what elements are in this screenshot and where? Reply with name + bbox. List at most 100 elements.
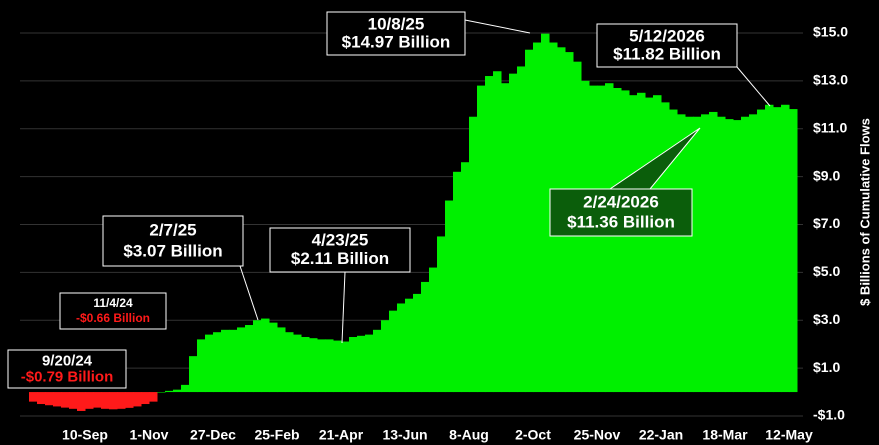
bar <box>341 341 350 393</box>
x-tick-label: 27-Dec <box>190 427 236 443</box>
bar <box>765 104 774 393</box>
bar <box>157 392 166 393</box>
bar <box>613 88 622 393</box>
bar <box>253 320 262 393</box>
bar <box>757 109 766 393</box>
bar <box>693 116 702 393</box>
y-tick-label: $15.0 <box>813 24 848 40</box>
bar <box>701 114 710 393</box>
bar <box>109 392 118 410</box>
bar <box>317 339 326 393</box>
bar <box>141 392 150 405</box>
y-tick-label: $11.0 <box>813 119 847 135</box>
bar <box>325 339 334 393</box>
annotation-date: 9/20/24 <box>42 352 93 369</box>
x-tick-label: 2-Oct <box>515 427 551 443</box>
bar <box>173 389 182 393</box>
bar <box>285 332 294 393</box>
bar <box>445 200 454 393</box>
bar <box>605 83 614 393</box>
bar <box>333 340 342 393</box>
bar <box>629 95 638 393</box>
bar <box>101 392 110 409</box>
bar <box>741 116 750 393</box>
bar <box>237 327 246 393</box>
bar <box>669 109 678 393</box>
annotation-value: $3.07 Billion <box>123 241 222 260</box>
bar <box>205 334 214 393</box>
annotation-pointer <box>239 265 259 321</box>
bar <box>309 338 318 393</box>
bar <box>165 390 174 393</box>
bar <box>29 392 38 402</box>
bar <box>661 102 670 393</box>
bar <box>525 49 534 393</box>
bar <box>437 236 446 393</box>
bar <box>389 310 398 393</box>
bar <box>357 335 366 393</box>
annotation-date: 2/7/25 <box>149 220 196 239</box>
x-tick-label: 13-Jun <box>382 427 427 443</box>
x-tick-label: 21-Apr <box>319 427 364 443</box>
bar <box>485 76 494 393</box>
annotation-box <box>102 215 244 267</box>
bar <box>133 392 142 407</box>
bar <box>781 104 790 393</box>
annotation-value: $14.97 Billion <box>342 32 451 51</box>
bar <box>149 392 158 402</box>
annotation-box <box>59 292 167 330</box>
annotation-value: $11.36 Billion <box>567 212 675 231</box>
bar <box>85 392 94 409</box>
bar <box>229 329 238 393</box>
bar <box>749 114 758 393</box>
bar <box>373 329 382 393</box>
bar <box>77 392 86 411</box>
bar <box>597 85 606 393</box>
annotation-box <box>549 188 693 237</box>
annotation-date: 4/23/25 <box>312 231 369 250</box>
annotation-box <box>596 23 738 68</box>
annotation-box <box>7 349 127 389</box>
bar <box>117 392 126 409</box>
y-tick-label: -$1.0 <box>813 407 845 423</box>
bar <box>221 329 230 393</box>
x-tick-label: 8-Aug <box>449 427 489 443</box>
bar <box>725 119 734 393</box>
bar <box>517 66 526 393</box>
bar <box>125 392 134 408</box>
bar <box>461 162 470 393</box>
y-tick-label: $7.0 <box>813 215 840 231</box>
bar <box>733 120 742 393</box>
bar <box>533 42 542 393</box>
annotation-value: $2.11 Billion <box>291 249 389 268</box>
bar <box>61 392 70 408</box>
x-tick-label: 22-Jan <box>639 427 683 443</box>
bar <box>197 339 206 393</box>
x-tick-label: 12-May <box>765 427 813 443</box>
bar <box>677 114 686 393</box>
bar <box>189 356 198 393</box>
bar <box>429 267 438 393</box>
bar <box>69 392 78 409</box>
bar <box>93 392 102 408</box>
y-tick-label: $1.0 <box>813 359 840 375</box>
bar <box>421 281 430 393</box>
annotation-date: 11/4/24 <box>93 296 133 310</box>
x-tick-label: 25-Nov <box>574 427 621 443</box>
annotation-pointer <box>736 66 771 107</box>
y-axis-title: $ Billions of Cumulative Flows <box>857 118 872 306</box>
annotation-box <box>269 227 411 273</box>
y-tick-label: $3.0 <box>813 311 840 327</box>
bar <box>509 73 518 393</box>
y-tick-label: $5.0 <box>813 263 840 279</box>
bar <box>213 332 222 393</box>
bar <box>453 171 462 393</box>
bar <box>541 33 550 393</box>
bar <box>365 334 374 393</box>
bar <box>685 116 694 393</box>
annotation-date: 5/12/2026 <box>629 26 705 45</box>
bar <box>501 83 510 393</box>
annotation-date: 10/8/25 <box>368 14 425 33</box>
bar <box>349 336 358 393</box>
